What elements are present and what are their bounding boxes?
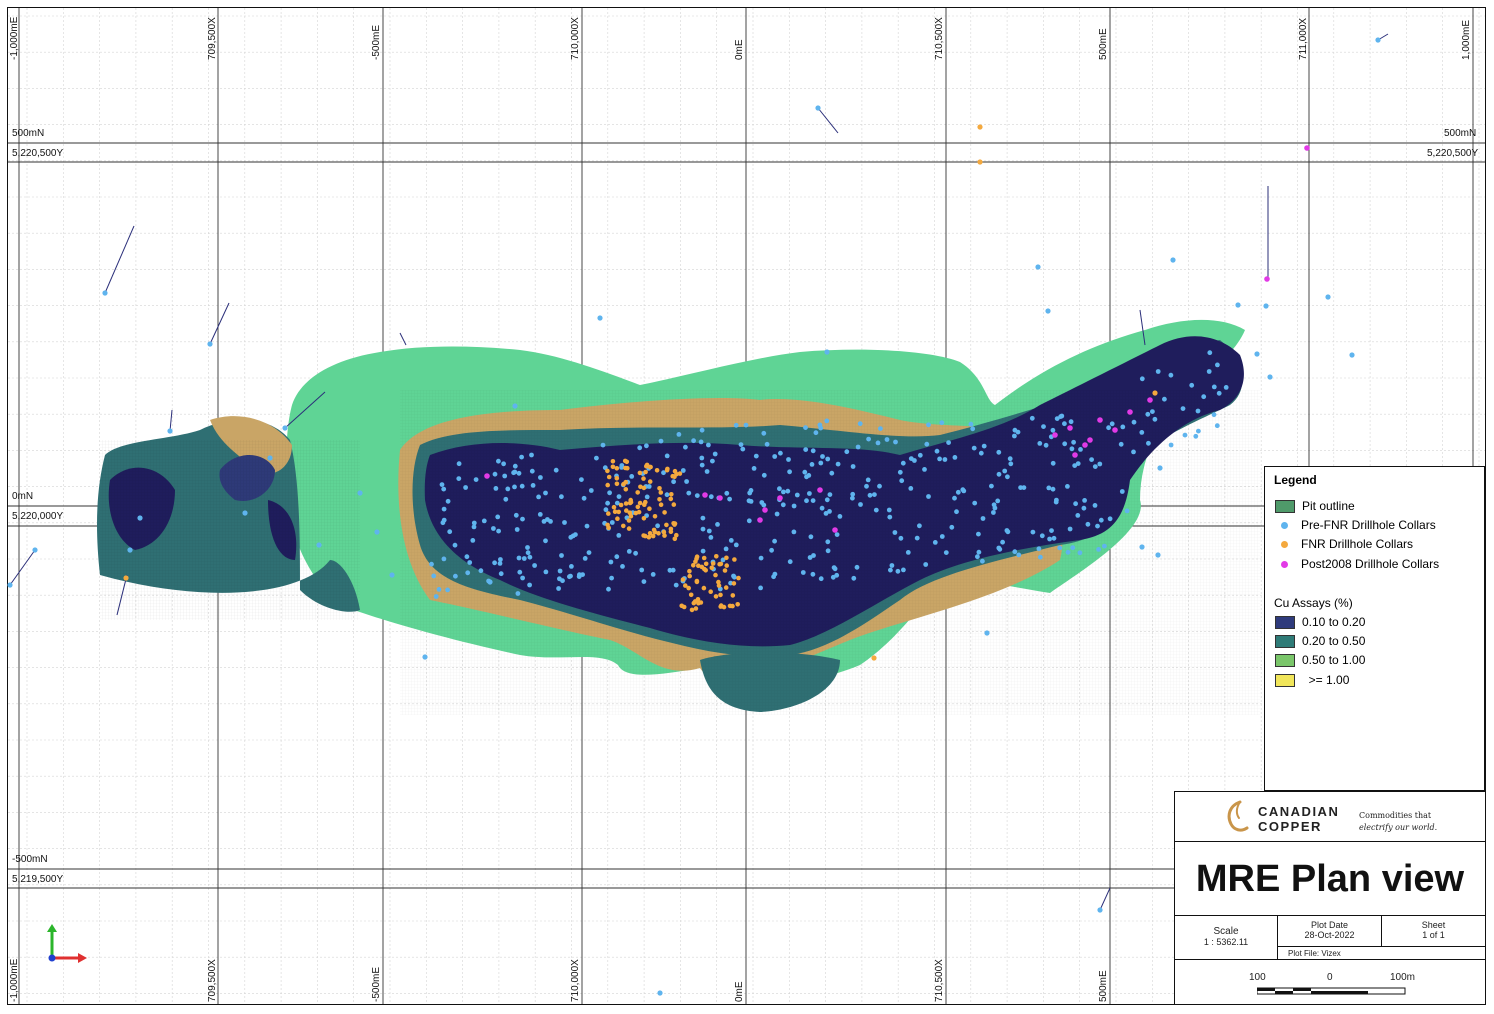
- easting-label-top: -1,000mE: [9, 16, 20, 60]
- grid-label-500mn-right: 500mN: [1444, 128, 1477, 139]
- assay-swatch: [1275, 674, 1295, 688]
- brand-name-line1: CANADIAN: [1258, 804, 1340, 819]
- brand-name-line2: COPPER: [1258, 819, 1322, 834]
- brand-row: CANADIAN COPPER Commodities that electri…: [1175, 792, 1485, 842]
- grid-label-500mn-left: 500mN: [12, 128, 45, 139]
- easting-label-bottom: 710,500X: [934, 959, 945, 1002]
- easting-label-bottom: 500mE: [1098, 970, 1109, 1002]
- scalebar-label-left: 100: [1249, 972, 1266, 983]
- tagline-line1: Commodities that: [1359, 811, 1432, 820]
- scale-value: 1 : 5362.11: [1203, 937, 1249, 947]
- plot-file: Plot File: Vizex: [1278, 947, 1485, 960]
- legend-assay-4: >= 1.00: [1275, 672, 1349, 688]
- easting-label-bottom: -1,000mE: [9, 958, 20, 1002]
- post2008-dot: [1281, 561, 1288, 569]
- drillhole-traces: [9, 33, 1389, 911]
- legend-assay-2: 0.20 to 0.50: [1275, 633, 1365, 649]
- title-block: CANADIAN COPPER Commodities that electri…: [1174, 791, 1486, 1005]
- legend-item-fnr: FNR Drillhole Collars: [1275, 536, 1413, 552]
- assay-swatch: [1275, 635, 1295, 649]
- scalebar-label-mid: 0: [1327, 972, 1333, 983]
- grid-label-y-5220500-right: 5,220,500Y: [1427, 148, 1479, 159]
- easting-label-top: 710,500X: [934, 17, 945, 60]
- legend-assay-3: 0.50 to 1.00: [1275, 652, 1365, 668]
- grade-shells: [97, 336, 1260, 715]
- scale-cell: Scale 1 : 5362.11: [1175, 916, 1278, 960]
- legend-assay-1: 0.10 to 0.20: [1275, 614, 1365, 630]
- grid-label-y-5220500-left: 5,220,500Y: [12, 148, 64, 159]
- pit-outline-swatch: [1275, 500, 1295, 514]
- scale-bar: 100 0 100m: [1175, 960, 1485, 1004]
- easting-label-top: 500mE: [1098, 28, 1109, 60]
- scalebar-label-right: 100m: [1390, 972, 1416, 983]
- post2008-collars: [484, 145, 1310, 533]
- pre-fnr-dot: [1281, 522, 1288, 530]
- grid-label-0mn: 0mN: [12, 491, 34, 502]
- canadian-copper-logo-icon: [1227, 800, 1249, 832]
- easting-label-top: 711,000X: [1298, 17, 1309, 60]
- pre-fnr-collars: [7, 37, 1381, 996]
- fnr-dot: [1281, 541, 1288, 549]
- legend-title: Legend: [1274, 473, 1317, 487]
- easting-label-bottom: -500mE: [371, 966, 382, 1002]
- legend-assay-title: Cu Assays (%): [1274, 596, 1353, 610]
- legend-item-pit-outline: Pit outline: [1275, 498, 1355, 514]
- grid-label-m500mn: -500mN: [12, 854, 48, 865]
- scalebar-graphic: [1257, 987, 1406, 995]
- plot-date-label: Plot Date: [1310, 920, 1349, 930]
- grid-label-y-5220000: 5,220,000Y: [12, 511, 64, 522]
- legend-item-post2008: Post2008 Drillhole Collars: [1275, 556, 1439, 572]
- map-title: MRE Plan view: [1175, 842, 1485, 916]
- tagline-line2: electrify our world.: [1359, 823, 1438, 832]
- sheet-label: Sheet: [1421, 920, 1446, 930]
- fnr-collars: [123, 124, 1158, 661]
- assay-swatch: [1275, 654, 1295, 668]
- scale-label: Scale: [1213, 926, 1239, 937]
- easting-label-top: 710,000X: [570, 17, 581, 60]
- easting-label-top: 0mE: [734, 39, 745, 60]
- sheet-cell: Sheet 1 of 1: [1382, 916, 1485, 947]
- grid-label-y-5219500: 5,219,500Y: [12, 874, 64, 885]
- legend-item-pre-fnr: Pre-FNR Drillhole Collars: [1275, 517, 1436, 533]
- legend: Legend Pit outline Pre-FNR Drillhole Col…: [1264, 466, 1485, 791]
- assay-swatch: [1275, 616, 1295, 630]
- plot-date-cell: Plot Date 28-Oct-2022: [1278, 916, 1382, 947]
- easting-label-bottom: 0mE: [734, 981, 745, 1002]
- easting-label-top: 709,500X: [207, 17, 218, 60]
- easting-label-top: -500mE: [371, 24, 382, 60]
- sheet-value: 1 of 1: [1422, 930, 1445, 940]
- plot-date-value: 28-Oct-2022: [1304, 930, 1355, 940]
- easting-label-bottom: 710,000X: [570, 959, 581, 1002]
- axis-indicator-icon: [47, 924, 87, 963]
- easting-label-bottom: 709,500X: [207, 959, 218, 1002]
- easting-label-top: 1,000mE: [1461, 19, 1472, 60]
